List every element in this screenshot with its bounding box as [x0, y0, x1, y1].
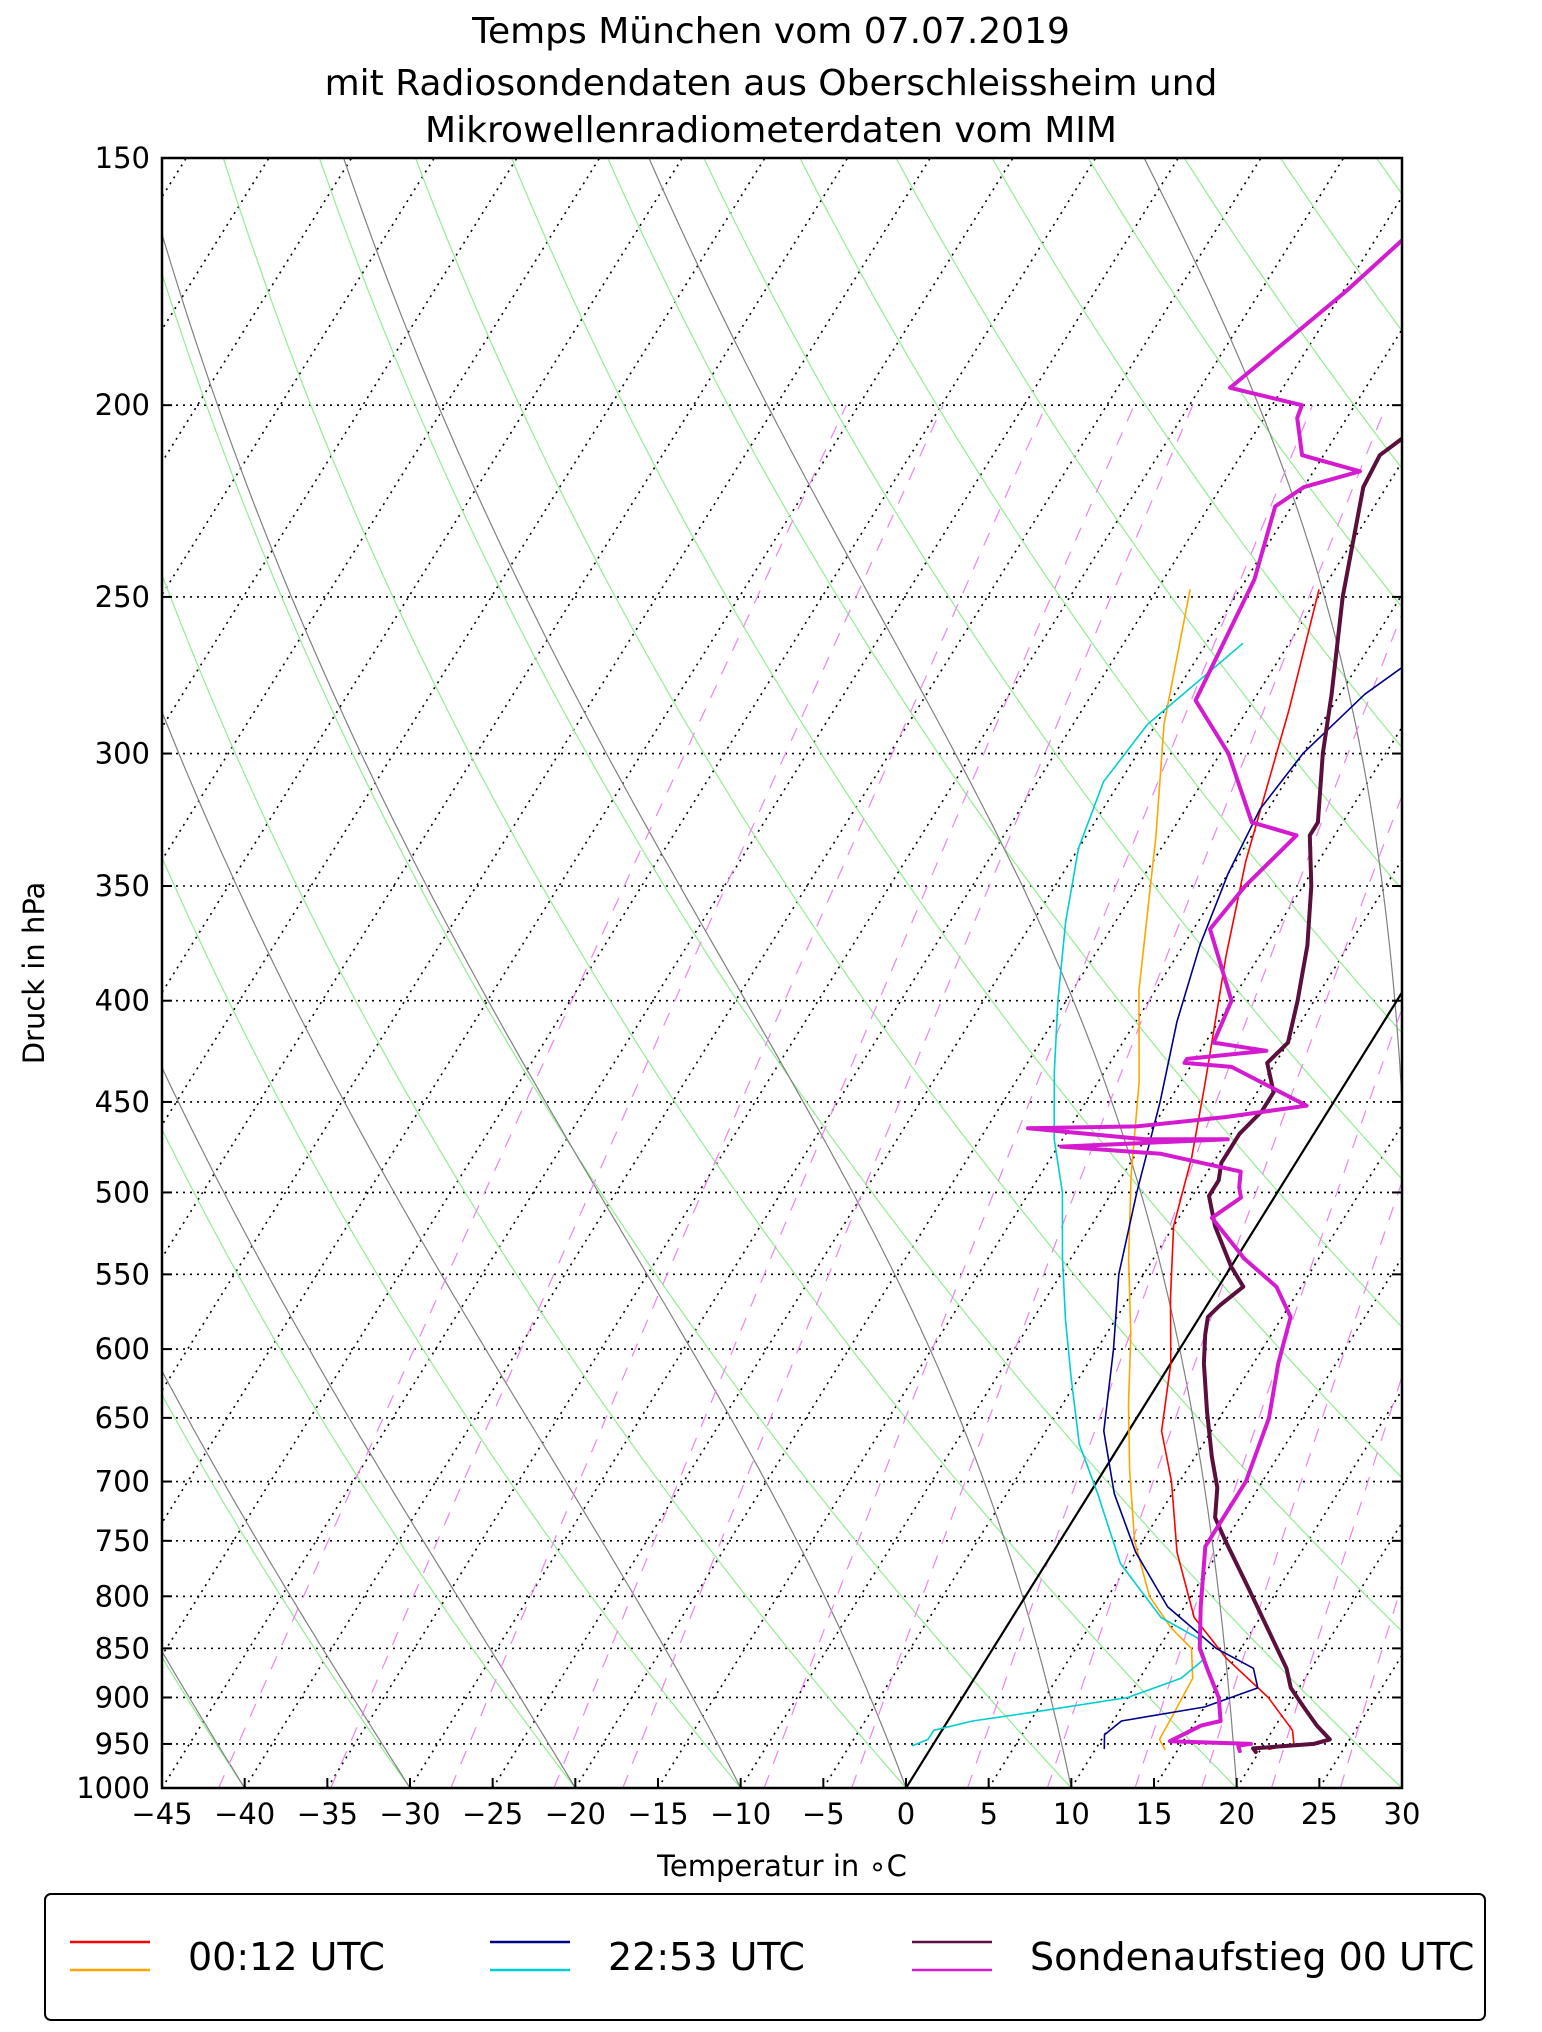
zero-degree-isotherm: [905, 990, 1402, 1788]
y-tick-label: 450: [95, 1085, 150, 1119]
x-tick-label: −35: [297, 1797, 358, 1831]
mixing-ratio-line: [218, 404, 847, 1788]
moist-adiabat: [162, 1066, 576, 1788]
x-tick-label: −25: [462, 1797, 523, 1831]
dry-adiabat: [1416, 0, 1542, 1830]
x-tick-label: 25: [1301, 1797, 1338, 1831]
chart-title-line-3: Mikrowellenradiometerdaten vom MIM: [425, 110, 1117, 151]
dry-adiabat: [607, 158, 1402, 1328]
y-tick-label: 900: [95, 1680, 150, 1714]
dry-adiabat: [162, 271, 1073, 1788]
y-tick-label: 400: [95, 984, 150, 1018]
plot-frame: [160, 156, 1404, 1790]
y-tick-label: 700: [95, 1465, 150, 1499]
x-tick-label: −15: [627, 1797, 688, 1831]
legend-label: 22:53 UTC: [608, 1935, 805, 1979]
dry-adiabat: [162, 1128, 577, 1788]
legend-items: 00:12 UTC 22:53 UTC Sondenaufstieg 00 UTC: [70, 1935, 1474, 1979]
y-tick-label: 500: [95, 1175, 150, 1209]
legend: 00:12 UTC 22:53 UTC Sondenaufstieg 00 UTC: [44, 1893, 1486, 2021]
y-axis-ticks: 150 200 250 300 350 400 450 500 550 600 650 700 750 8…: [76, 141, 1402, 1805]
y-tick-label: 200: [95, 388, 150, 422]
dry-adiabat: [799, 158, 1402, 1035]
series-line-5: [1026, 237, 1402, 1754]
y-tick-label: 550: [95, 1257, 150, 1291]
y-tick-label: 800: [95, 1579, 150, 1613]
moist-adiabat: [162, 710, 742, 1788]
moist-adiabat: [162, 1369, 411, 1788]
mixing-ratio-line: [851, 404, 1387, 1788]
mixing-ratio-line: [622, 404, 1194, 1788]
chart-title: Temps München vom 07.07.2019 mit Radioso…: [325, 11, 1218, 151]
y-tick-label: 650: [95, 1401, 150, 1435]
x-tick-label: −20: [545, 1797, 606, 1831]
x-tick-label: −30: [379, 1797, 440, 1831]
isotherm-gridline: [1401, 1786, 1402, 1788]
y-axis-label: Druck in hPa: [17, 882, 51, 1065]
y-tick-label: 350: [95, 869, 150, 903]
x-tick-label: −40: [214, 1797, 275, 1831]
dry-adiabat: [318, 158, 1402, 1788]
isotherm-gridline: [1485, 0, 1542, 1788]
plot-background: [162, 158, 1402, 1788]
x-tick-label: −45: [131, 1797, 192, 1831]
x-axis-label: Temperatur in ∘C: [656, 1849, 907, 1883]
profile-series: [911, 237, 1402, 1754]
legend-label: Sondenaufstieg 00 UTC: [1030, 1935, 1474, 1979]
y-tick-label: 1000: [76, 1771, 150, 1805]
x-tick-label: 30: [1384, 1797, 1421, 1831]
moist-adiabat: [1143, 158, 1402, 1788]
series-line-4: [1201, 436, 1402, 1754]
moist-adiabat: [162, 232, 907, 1788]
x-tick-label: −5: [802, 1797, 845, 1831]
dry-adiabat: [991, 158, 1402, 749]
mixing-ratio-line: [1406, 405, 1542, 1788]
x-tick-label: 0: [897, 1797, 915, 1831]
y-tick-label: 950: [95, 1727, 150, 1761]
dry-adiabat: [162, 1393, 411, 1788]
mixing-ratio-line: [763, 404, 1314, 1788]
mixing-ratio-line: [966, 612, 1402, 1788]
dry-adiabat: [703, 158, 1402, 1180]
y-tick-label: 850: [95, 1631, 150, 1665]
series-line-1: [1127, 589, 1194, 1751]
y-tick-label: 600: [95, 1332, 150, 1366]
y-tick-label: 300: [95, 737, 150, 771]
x-tick-label: 15: [1136, 1797, 1173, 1831]
x-tick-label: 10: [1053, 1797, 1090, 1831]
dry-adiabat: [1501, 0, 1542, 1830]
dry-adiabat: [510, 158, 1402, 1479]
x-tick-label: −10: [710, 1797, 771, 1831]
legend-label: 00:12 UTC: [188, 1935, 385, 1979]
x-axis-ticks: −45 −40 −35 −30 −25 −20 −15 −10 −5 0 5 10 15 20 25 30: [131, 1778, 1420, 1831]
chart-title-line-1: Temps München vom 07.07.2019: [471, 11, 1070, 52]
dry-adiabat: [162, 573, 907, 1788]
series-line-2: [1103, 666, 1402, 1750]
y-tick-label: 150: [95, 141, 150, 175]
moist-adiabat: [162, 1650, 246, 1788]
x-tick-label: 20: [1218, 1797, 1255, 1831]
y-tick-label: 250: [95, 580, 150, 614]
dry-adiabat: [895, 158, 1402, 891]
chart-title-line-2: mit Radiosondendaten aus Oberschleisshei…: [325, 63, 1218, 104]
legend-box: [44, 1893, 1486, 2021]
x-tick-label: 5: [979, 1797, 997, 1831]
mixing-ratio-line: [330, 404, 944, 1788]
mixing-ratio-line: [450, 404, 1047, 1788]
dry-adiabat: [414, 158, 1402, 1633]
series-line-0: [1160, 589, 1320, 1751]
mixing-ratio-line: [553, 404, 1135, 1788]
moist-adiabat: [343, 158, 1072, 1788]
series-line-3: [911, 642, 1244, 1747]
y-tick-label: 750: [95, 1524, 150, 1558]
dry-adiabat: [162, 1656, 246, 1788]
dry-adiabat: [222, 158, 1238, 1788]
